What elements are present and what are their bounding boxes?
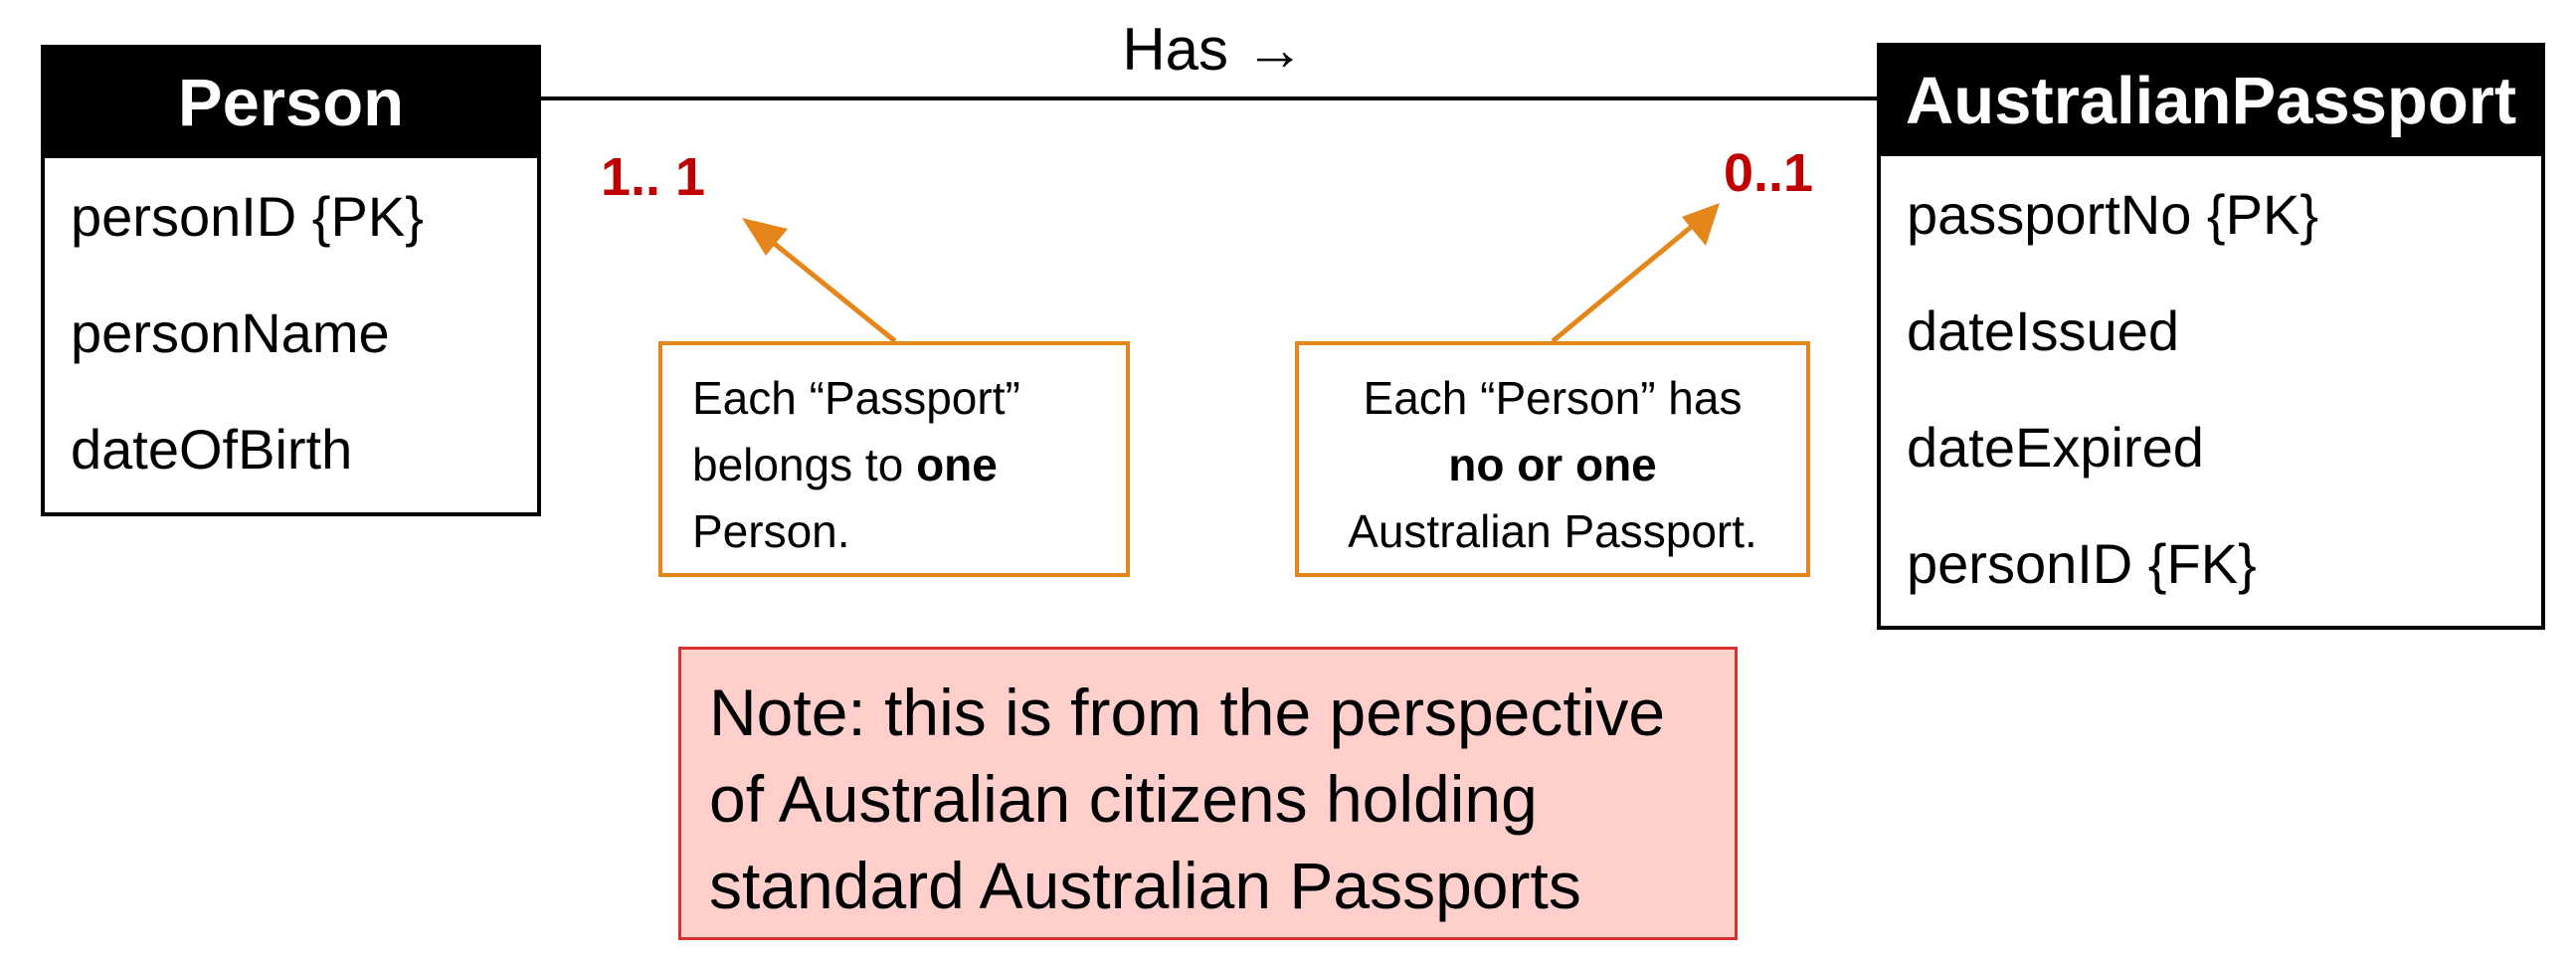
callout-left-arrow bbox=[764, 235, 897, 343]
callout-line: Person. bbox=[692, 505, 850, 557]
relationship-label: Has → bbox=[1122, 16, 1305, 83]
attribute: dateOfBirth bbox=[71, 418, 353, 481]
entity-title: Person bbox=[45, 49, 537, 158]
attribute: personID {PK} bbox=[71, 185, 424, 248]
callout-right-arrowhead bbox=[1682, 203, 1720, 246]
callout-right: Each “Person” has no or one Australian P… bbox=[1295, 341, 1810, 577]
callout-left: Each “Passport” belongs to one Person. bbox=[658, 341, 1130, 577]
callout-line: no or one bbox=[1299, 432, 1806, 498]
callout-line: Australian Passport. bbox=[1348, 505, 1757, 557]
attribute: passportNo {PK} bbox=[1907, 183, 2319, 246]
note-line: standard Australian Passports bbox=[709, 849, 1581, 922]
callout-emphasis: one bbox=[916, 439, 998, 490]
entity-title: AustralianPassport bbox=[1881, 47, 2541, 156]
multiplicity-right: 0..1 bbox=[1724, 143, 1814, 203]
callout-right-arrow bbox=[1551, 222, 1697, 343]
multiplicity-left: 1.. 1 bbox=[601, 147, 706, 207]
attribute-list: passportNo {PK} dateIssued dateExpired p… bbox=[1881, 156, 2541, 622]
attribute: dateIssued bbox=[1907, 299, 2179, 362]
callout-text: belongs to bbox=[692, 439, 917, 490]
callout-line: Each “Person” has bbox=[1363, 372, 1743, 424]
note-line: Note: this is from the perspective bbox=[709, 676, 1666, 749]
attribute: personName bbox=[71, 301, 390, 364]
attribute: dateExpired bbox=[1907, 416, 2204, 479]
australian-passport-entity: AustralianPassport passportNo {PK} dateI… bbox=[1877, 43, 2545, 630]
callout-emphasis: no or one bbox=[1448, 439, 1657, 490]
attribute-list: personID {PK} personName dateOfBirth bbox=[45, 158, 537, 507]
note-line: of Australian citizens holding bbox=[709, 762, 1538, 836]
person-entity: Person personID {PK} personName dateOfBi… bbox=[41, 45, 541, 516]
attribute: personID {FK} bbox=[1907, 532, 2257, 595]
callout-left-arrowhead bbox=[742, 218, 788, 256]
callout-line: belongs to one bbox=[692, 432, 1126, 498]
callout-line: Each “Passport” bbox=[692, 372, 1020, 424]
note-box: Note: this is from the perspective of Au… bbox=[678, 647, 1738, 940]
